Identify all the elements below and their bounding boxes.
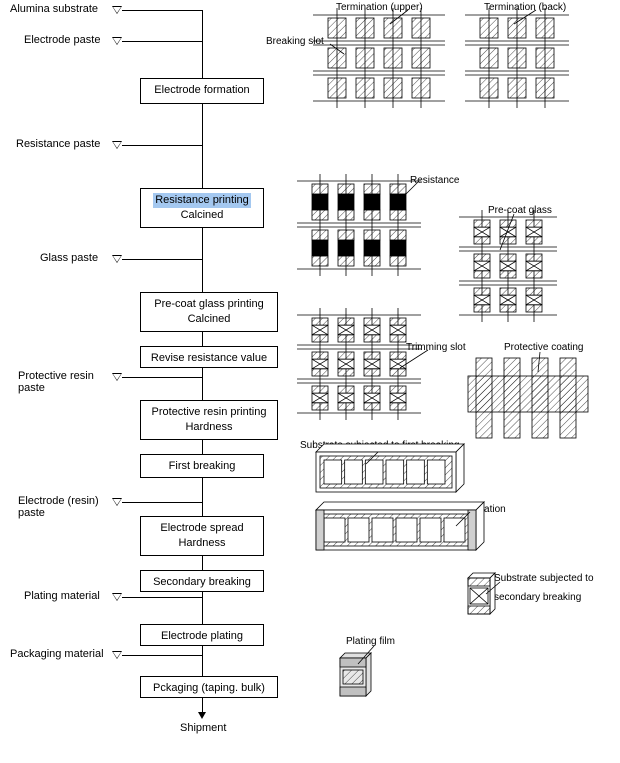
final-arrow bbox=[198, 712, 206, 719]
input-triangle-icon bbox=[112, 6, 122, 14]
input-triangle-icon bbox=[112, 255, 122, 263]
process-box: First breaking bbox=[140, 454, 264, 478]
input-label: Plating material bbox=[24, 590, 100, 602]
process-box: Resistance printingCalcined bbox=[140, 188, 264, 228]
input-connector bbox=[122, 502, 202, 503]
input-connector bbox=[122, 41, 202, 42]
leader-lines bbox=[300, 0, 620, 760]
input-connector bbox=[122, 259, 202, 260]
process-box: Secondary breaking bbox=[140, 570, 264, 592]
input-triangle-icon bbox=[112, 373, 122, 381]
input-triangle-icon bbox=[112, 498, 122, 506]
input-label: Alumina substrate bbox=[10, 3, 98, 15]
input-connector bbox=[122, 597, 202, 598]
input-label: Protective resin paste bbox=[18, 370, 94, 394]
process-box: Electrode spreadHardness bbox=[140, 516, 264, 556]
flowchart-column: Shipment Alumina substrate Electrode past… bbox=[10, 0, 310, 740]
input-triangle-icon bbox=[112, 37, 122, 45]
input-label: Electrode (resin) paste bbox=[18, 495, 99, 519]
process-box: Protective resin printingHardness bbox=[140, 400, 278, 440]
highlighted-text: Resistance printing bbox=[153, 193, 251, 208]
process-box: Electrode formation bbox=[140, 78, 264, 104]
input-label: Electrode paste bbox=[24, 34, 100, 46]
shipment-label: Shipment bbox=[180, 722, 226, 734]
input-label: Glass paste bbox=[40, 252, 98, 264]
process-box: Pckaging (taping. bulk) bbox=[140, 676, 278, 698]
input-triangle-icon bbox=[112, 651, 122, 659]
process-box: Pre-coat glass printingCalcined bbox=[140, 292, 278, 332]
process-box: Electrode plating bbox=[140, 624, 264, 646]
diagram-column: Termination (upper)Termination (back)Bre… bbox=[300, 0, 610, 740]
input-connector bbox=[122, 655, 202, 656]
input-connector bbox=[122, 377, 202, 378]
input-label: Packaging material bbox=[10, 648, 104, 660]
input-label: Resistance paste bbox=[16, 138, 100, 150]
input-connector bbox=[122, 145, 202, 146]
input-triangle-icon bbox=[112, 141, 122, 149]
process-box: Revise resistance value bbox=[140, 346, 278, 368]
input-connector bbox=[122, 10, 202, 11]
input-triangle-icon bbox=[112, 593, 122, 601]
